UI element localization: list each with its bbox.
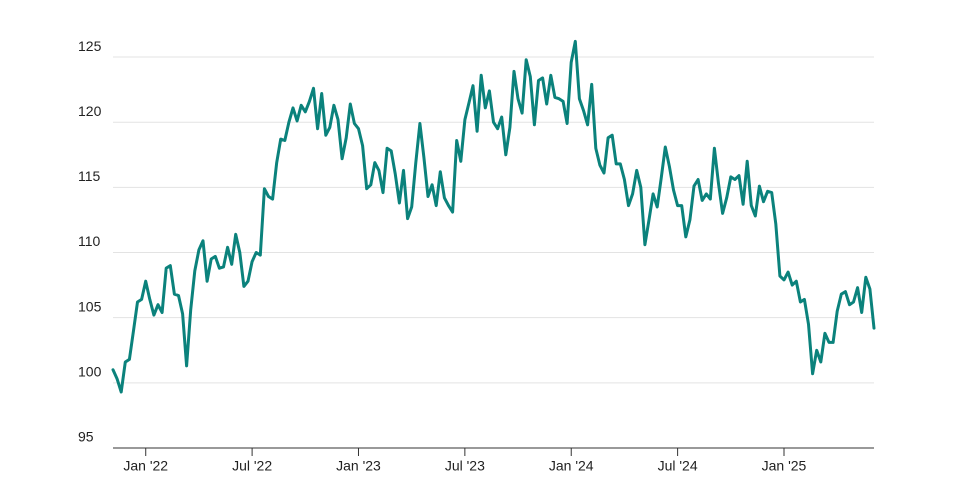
y-tick-label: 115 bbox=[78, 168, 101, 184]
y-tick-label: 110 bbox=[78, 233, 101, 249]
line-series bbox=[111, 39, 876, 394]
y-tick-label: 125 bbox=[78, 38, 102, 54]
y-tick-label: 105 bbox=[78, 298, 102, 314]
x-tick-label: Jul '22 bbox=[232, 458, 272, 474]
x-tick-label: Jan '22 bbox=[123, 458, 168, 474]
x-tick-label: Jan '24 bbox=[549, 458, 594, 474]
y-tick-label: 120 bbox=[78, 103, 102, 119]
x-tick-label: Jan '25 bbox=[762, 458, 807, 474]
y-tick-label: 95 bbox=[78, 429, 94, 445]
x-tick-label: Jul '24 bbox=[658, 458, 698, 474]
x-tick-label: Jan '23 bbox=[336, 458, 381, 474]
x-tick-label: Jul '23 bbox=[445, 458, 485, 474]
y-tick-label: 100 bbox=[78, 364, 102, 380]
